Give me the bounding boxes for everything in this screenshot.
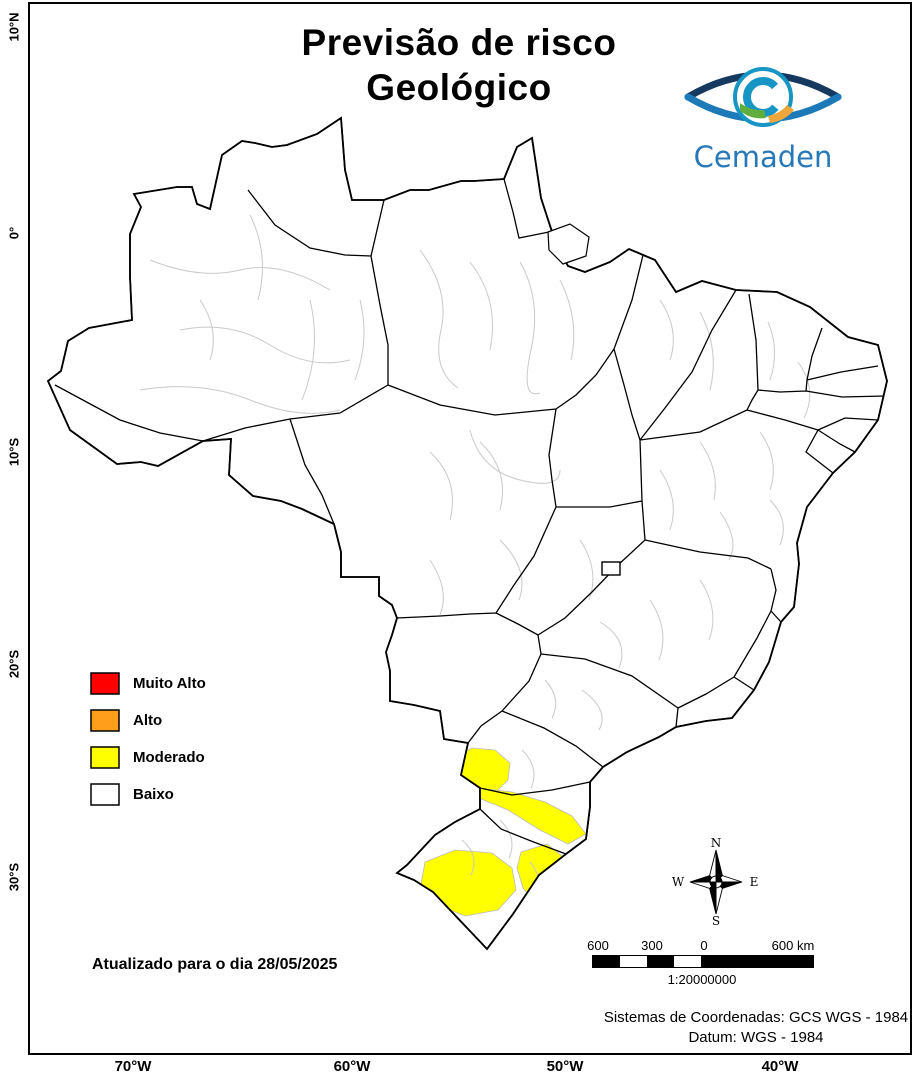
north-arrow-icon: N S W E [672,836,759,928]
title-line-2: Geológico [366,67,552,109]
lat-label-10s: 10°S [6,437,22,467]
scale-label-600-km: 600 km [771,938,815,953]
page-title: Previsão de risco Geológico [169,20,749,110]
legend-item-moderado: Moderado [90,745,206,769]
legend-swatch-alto [90,708,120,732]
lon-label-50w: 50°W [546,1058,584,1075]
lat-label-0: 0° [6,226,22,240]
scale-label-300: 300 [641,938,663,953]
scale-label-0: 0 [700,938,708,953]
scale-label-600-left: 600 [587,938,609,953]
legend-label: Alto [133,711,163,729]
updated-date-text: Atualizado para o dia 28/05/2025 [92,956,338,973]
legend-label: Muito Alto [133,674,206,692]
coordinate-system-text: Sistemas de Coordenadas: GCS WGS - 1984 … [600,1008,912,1049]
logo-green-swoosh [740,103,766,119]
scale-bar-graphic [592,955,814,968]
lat-label-30s: 30°S [6,862,22,892]
compass-s-label: S [712,914,720,928]
legend-label: Baixo [133,785,174,803]
compass-w-label: W [672,875,685,889]
state-borders [54,178,886,855]
risk-legend: Muito Alto Alto Moderado Baixo [90,671,206,820]
legend-item-baixo: Baixo [90,782,206,806]
cemaden-eye-icon: Cemaden [684,67,842,174]
lat-label-10n: 10°N [6,12,22,42]
legend-label: Moderado [133,748,205,766]
scale-ratio: 1:20000000 [667,972,737,987]
compass-rose: N S W E [668,836,764,928]
distrito-federal-outline [601,561,621,576]
legend-item-muito-alto: Muito Alto [90,671,206,695]
lon-label-70w: 70°W [114,1058,152,1075]
legend-item-alto: Alto [90,708,206,732]
lon-label-60w: 60°W [333,1058,371,1075]
title-line-1: Previsão de risco [301,22,617,63]
lon-label-40w: 40°W [761,1058,799,1075]
lat-label-20s: 20°S [6,649,22,679]
legend-swatch-muito-alto [90,671,120,695]
cemaden-logo: Cemaden [668,55,863,177]
logo-orange-swoosh [768,105,794,123]
datum-line: Datum: WGS - 1984 [688,1029,824,1047]
moderate-risk-region [473,787,587,845]
legend-swatch-baixo [90,782,120,806]
legend-swatch-moderado [90,745,120,769]
compass-e-label: E [750,875,759,889]
marajo-island [547,223,590,265]
compass-n-label: N [711,836,722,850]
crs-line: Sistemas de Coordenadas: GCS WGS - 1984 [603,1009,909,1026]
map-frame [28,2,912,1055]
logo-wordmark: Cemaden [694,140,833,174]
